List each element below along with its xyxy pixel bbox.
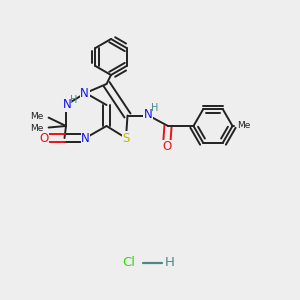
Text: Me: Me <box>30 124 44 133</box>
Text: S: S <box>122 131 130 145</box>
Text: Me: Me <box>237 121 250 130</box>
Text: N: N <box>62 98 71 112</box>
Text: O: O <box>162 140 171 154</box>
Text: Cl: Cl <box>122 256 136 269</box>
Text: N: N <box>80 86 89 100</box>
Text: H: H <box>165 256 174 269</box>
Text: O: O <box>39 131 48 145</box>
Text: Me: Me <box>30 112 44 121</box>
Text: H: H <box>70 94 77 105</box>
Text: N: N <box>81 131 90 145</box>
Text: N: N <box>143 107 152 121</box>
Text: H: H <box>151 103 158 113</box>
